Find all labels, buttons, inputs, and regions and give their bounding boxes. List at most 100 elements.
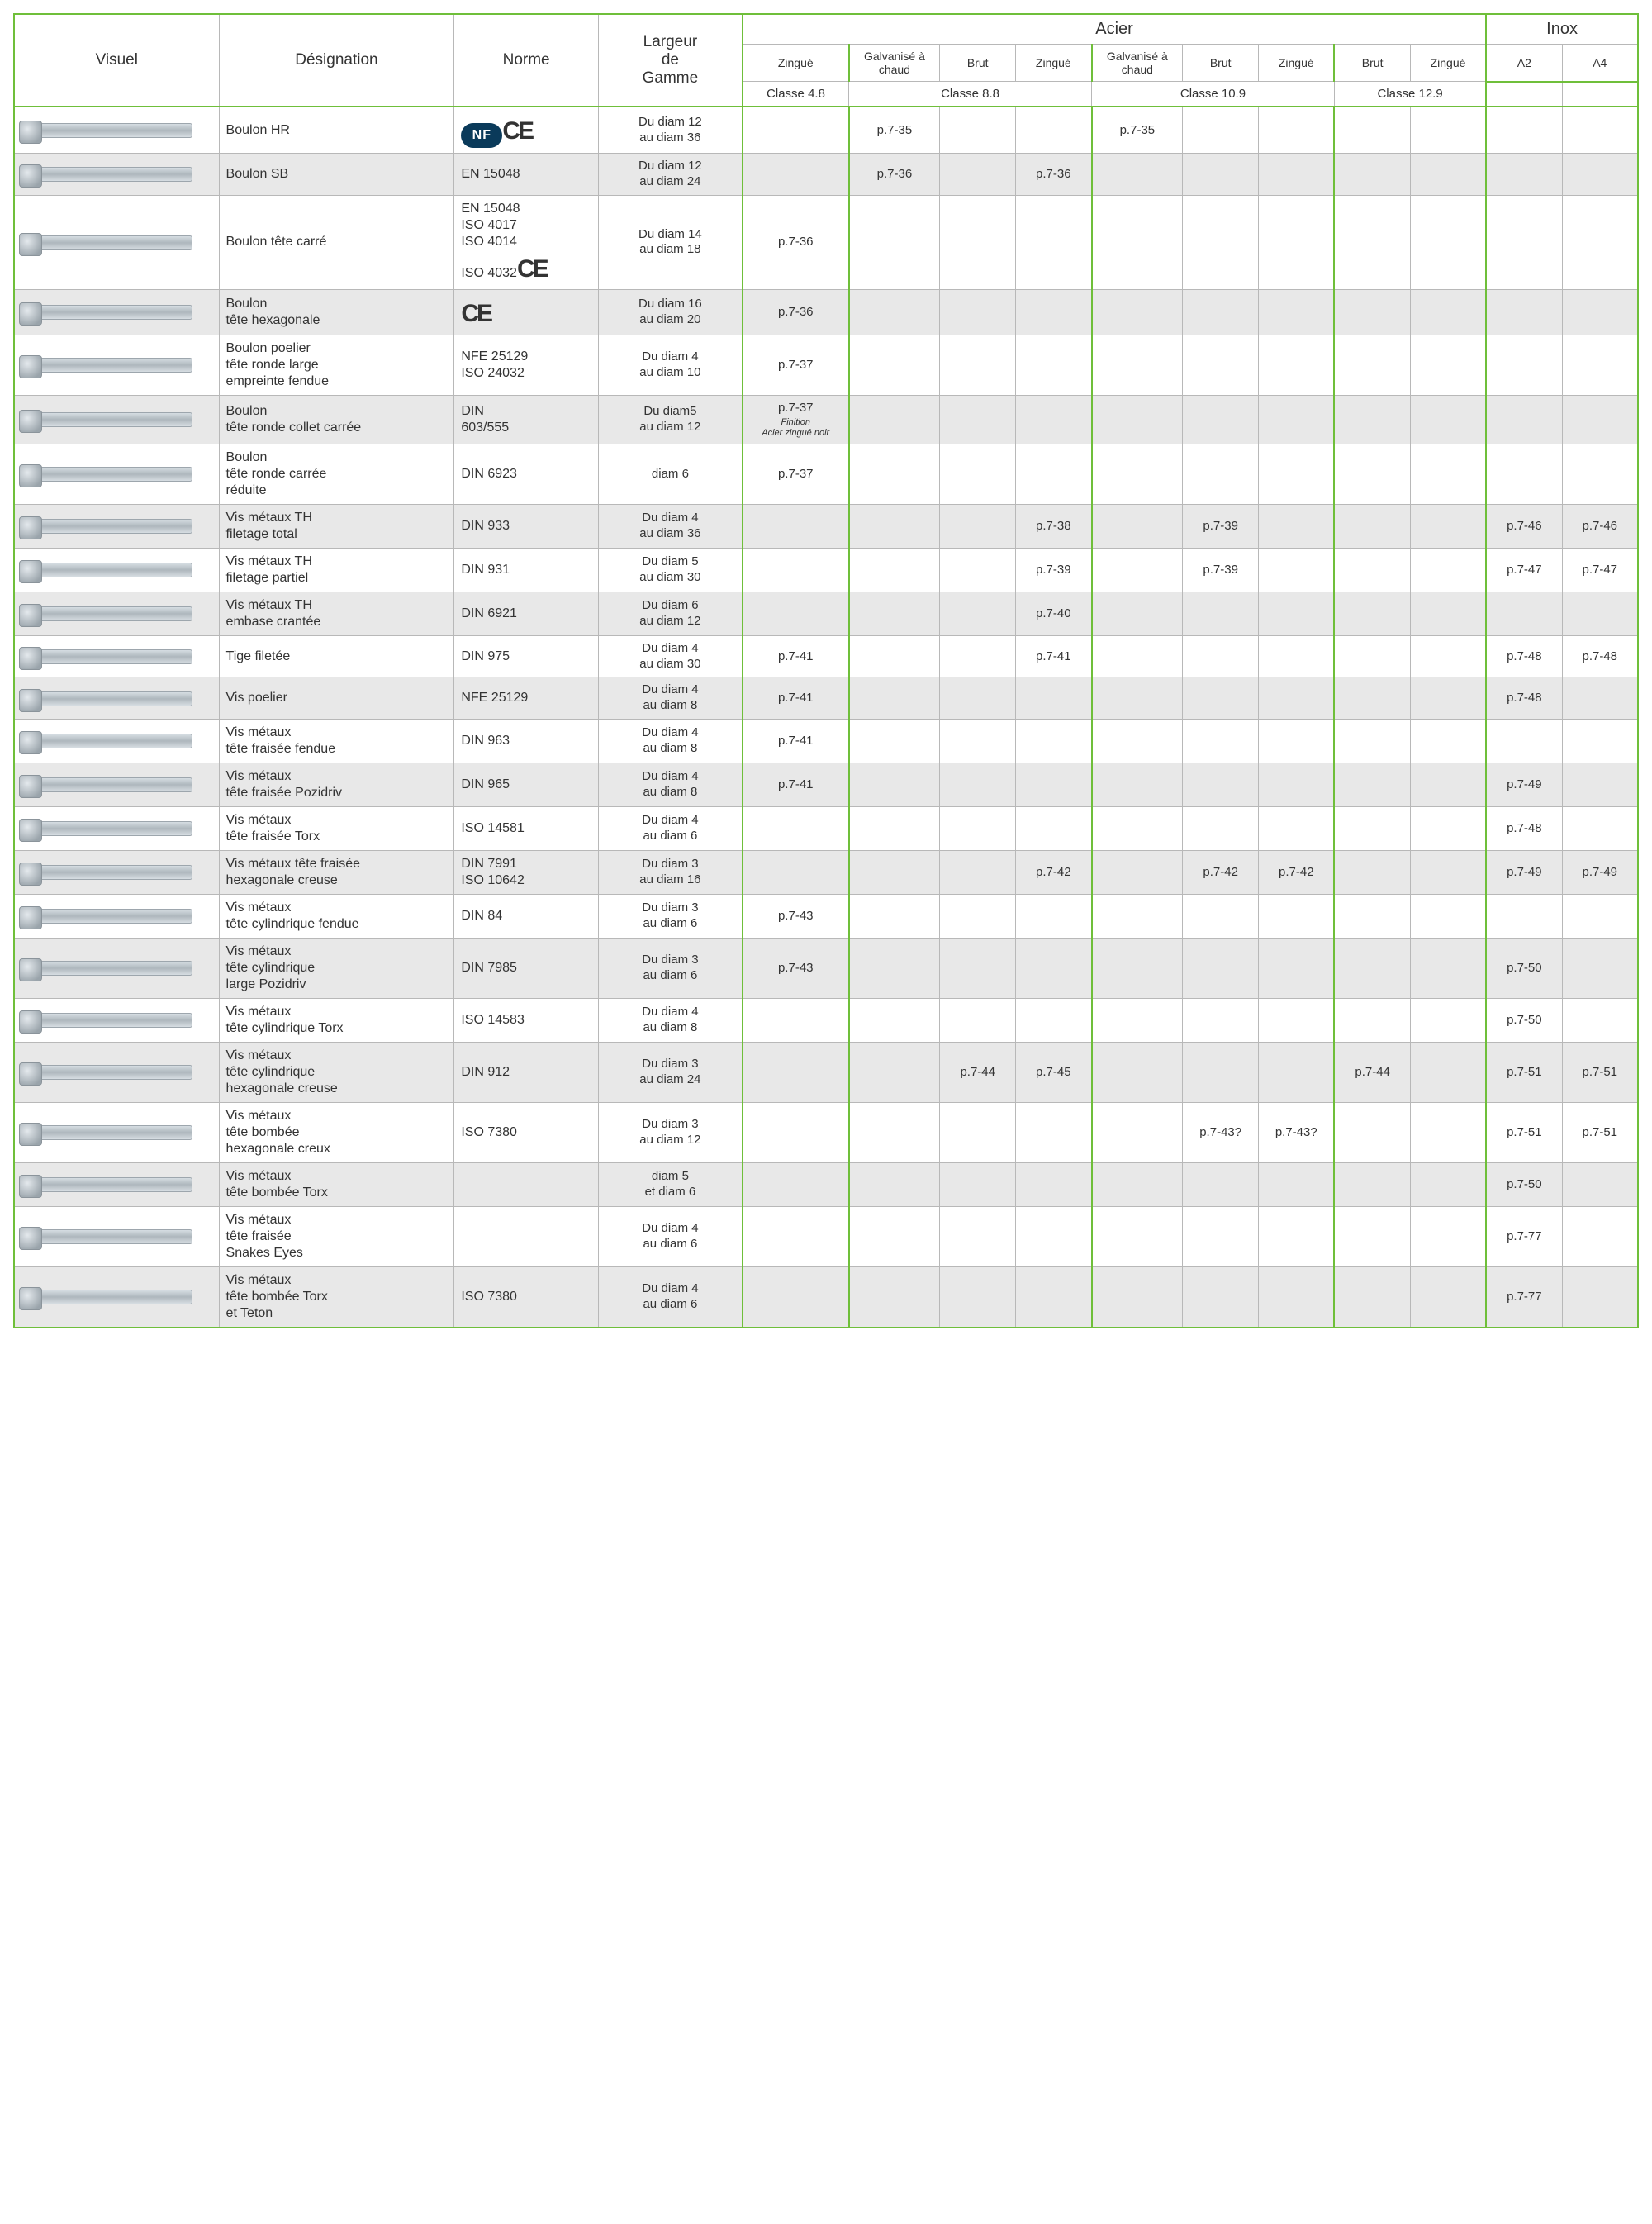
product-norme: DIN 912 — [454, 1042, 599, 1102]
page-ref-cell: p.7-37Finition Acier zingué noir — [743, 395, 849, 444]
page-ref-text: p.7-39 — [1036, 563, 1071, 577]
product-designation: Vis métaux tête fraisée Pozidriv — [219, 763, 454, 806]
page-ref-cell — [1562, 195, 1638, 290]
product-visual — [14, 444, 219, 504]
page-ref-cell — [1183, 592, 1259, 635]
page-ref-cell — [940, 592, 1016, 635]
page-ref-cell — [1562, 677, 1638, 720]
nf-logo-icon: NF — [461, 123, 502, 148]
page-ref-cell — [1259, 335, 1335, 395]
page-ref-cell — [1183, 998, 1259, 1042]
table-row: Boulon SBEN 15048Du diam 12 au diam 24p.… — [14, 154, 1638, 196]
finish-col-8: Zingué — [1410, 45, 1486, 82]
page-ref-cell — [849, 806, 940, 850]
page-ref-cell — [1410, 290, 1486, 335]
product-visual — [14, 1102, 219, 1162]
fastener-icon — [21, 606, 192, 621]
product-norme: DIN 931 — [454, 548, 599, 592]
page-ref-cell — [1562, 806, 1638, 850]
page-ref-cell: p.7-77 — [1486, 1266, 1562, 1328]
page-ref-cell — [1259, 677, 1335, 720]
page-ref-cell — [1016, 1162, 1092, 1206]
page-ref-cell: p.7-36 — [849, 154, 940, 196]
product-designation: Vis métaux TH filetage total — [219, 504, 454, 548]
table-row: Vis métaux tête cylindrique TorxISO 1458… — [14, 998, 1638, 1042]
page-ref-cell — [1183, 1042, 1259, 1102]
product-norme: ISO 7380 — [454, 1266, 599, 1328]
product-visual — [14, 938, 219, 998]
page-ref-cell — [940, 195, 1016, 290]
page-ref-cell — [1410, 763, 1486, 806]
page-ref-cell — [1183, 395, 1259, 444]
product-visual — [14, 763, 219, 806]
product-designation: Boulon poelier tête ronde large empreint… — [219, 335, 454, 395]
page-ref-cell — [940, 154, 1016, 196]
page-ref-cell — [1334, 850, 1410, 894]
page-ref-cell: p.7-39 — [1016, 548, 1092, 592]
finish-col-5: Brut — [1183, 45, 1259, 82]
product-norme: NFE 25129 ISO 24032 — [454, 335, 599, 395]
norme-text: DIN 6923 — [461, 467, 517, 481]
page-ref-cell — [1259, 444, 1335, 504]
page-ref-text: p.7-42 — [1036, 865, 1071, 879]
page-ref-cell — [1486, 719, 1562, 763]
product-visual — [14, 1162, 219, 1206]
product-gamme: Du diam 4 au diam 8 — [598, 998, 743, 1042]
page-ref-cell — [1486, 444, 1562, 504]
page-ref-cell — [1562, 154, 1638, 196]
page-ref-cell — [1334, 806, 1410, 850]
page-ref-text: p.7-51 — [1582, 1065, 1617, 1079]
norme-text: NFE 25129 ISO 24032 — [461, 349, 528, 380]
fastener-icon — [21, 167, 192, 182]
fastener-icon — [21, 909, 192, 924]
norme-text: DIN 7991 ISO 10642 — [461, 857, 525, 887]
page-ref-cell: p.7-39 — [1183, 548, 1259, 592]
class-col-0: Classe 4.8 — [743, 82, 849, 107]
product-designation: Boulon SB — [219, 154, 454, 196]
page-ref-text: p.7-36 — [778, 305, 814, 319]
page-ref-cell — [1410, 154, 1486, 196]
page-ref-cell — [1334, 894, 1410, 938]
product-gamme: Du diam 4 au diam 6 — [598, 1266, 743, 1328]
table-row: Vis métaux tête cylindrique fendueDIN 84… — [14, 894, 1638, 938]
product-norme: DIN 7985 — [454, 938, 599, 998]
page-ref-cell — [1486, 395, 1562, 444]
finish-col-2: Brut — [940, 45, 1016, 82]
table-row: Vis métaux tête bombée hexagonale creuxI… — [14, 1102, 1638, 1162]
page-ref-text: p.7-48 — [1507, 691, 1542, 705]
product-gamme: Du diam5 au diam 12 — [598, 395, 743, 444]
table-row: Vis métaux tête cylindrique large Pozidr… — [14, 938, 1638, 998]
page-ref-cell — [1016, 763, 1092, 806]
page-ref-text: p.7-77 — [1507, 1290, 1542, 1304]
page-ref-cell — [1016, 290, 1092, 335]
table-row: Vis métaux tête fraisée hexagonale creus… — [14, 850, 1638, 894]
page-ref-cell: p.7-44 — [1334, 1042, 1410, 1102]
page-ref-cell — [1562, 395, 1638, 444]
page-ref-cell — [1092, 548, 1183, 592]
page-ref-cell — [1410, 1266, 1486, 1328]
page-ref-text: p.7-42 — [1279, 865, 1314, 879]
product-designation: Vis métaux tête bombée hexagonale creux — [219, 1102, 454, 1162]
page-ref-text: p.7-36 — [778, 235, 814, 249]
fastener-icon — [21, 649, 192, 664]
product-designation: Vis métaux TH embase crantée — [219, 592, 454, 635]
col-gamme: Largeur de Gamme — [598, 14, 743, 107]
page-ref-cell — [1334, 290, 1410, 335]
product-visual — [14, 635, 219, 677]
page-ref-cell — [849, 763, 940, 806]
page-ref-text: p.7-77 — [1507, 1229, 1542, 1243]
page-ref-cell — [1259, 592, 1335, 635]
page-ref-cell — [1562, 335, 1638, 395]
page-ref-text: p.7-50 — [1507, 961, 1542, 975]
page-ref-text: p.7-41 — [778, 734, 814, 748]
page-ref-cell — [1334, 195, 1410, 290]
page-ref-text: p.7-49 — [1507, 777, 1542, 791]
page-ref-cell: p.7-36 — [1016, 154, 1092, 196]
page-ref-cell — [1410, 850, 1486, 894]
page-ref-cell — [1259, 938, 1335, 998]
fastener-icon — [21, 1013, 192, 1028]
page-ref-cell — [1016, 998, 1092, 1042]
page-ref-cell — [1562, 938, 1638, 998]
table-row: Vis poelierNFE 25129Du diam 4 au diam 8p… — [14, 677, 1638, 720]
page-ref-cell: p.7-35 — [1092, 107, 1183, 154]
